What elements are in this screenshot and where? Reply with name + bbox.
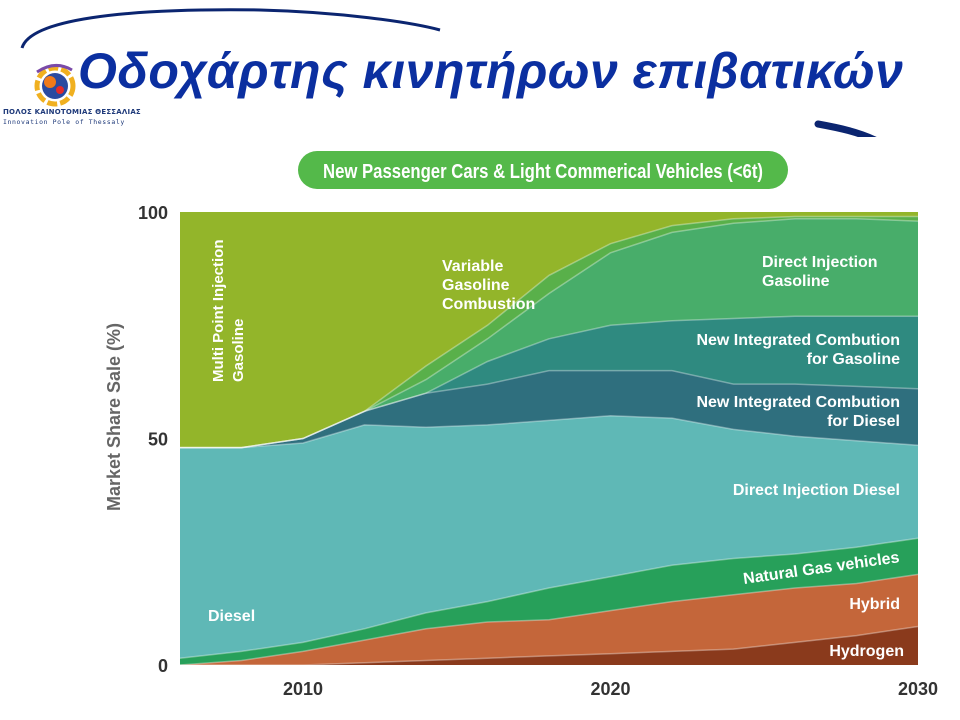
label-diesel: Diesel — [208, 608, 255, 625]
chart-boundaries — [179, 215, 919, 666]
boundary-direct_injection_gasoline — [180, 218, 919, 449]
x-tick-label: 2020 — [590, 679, 630, 699]
label-direct-injection-diesel: Direct Injection Diesel — [733, 482, 900, 499]
boundary-variable_gasoline — [180, 215, 918, 449]
x-tick-label: 2010 — [283, 679, 323, 699]
label-hydrogen: Hydrogen — [829, 643, 904, 660]
chart-title-banner — [298, 151, 788, 189]
label-direct-injection-gasoline: Direct Injection Gasoline — [762, 254, 878, 290]
label-variable-gasoline: Variable Gasoline Combustion — [442, 258, 535, 313]
label-multipoint-gasoline: Multi Point Injection Gasoline — [210, 240, 247, 383]
boundary-hydrogen — [180, 625, 919, 666]
logo-name: ΠΟΛΟΣ ΚΑΙΝΟΤΟΜΙΑΣ ΘΕΣΣΑΛΙΑΣ — [3, 108, 141, 116]
logo-tagline: Innovation Pole of Thessaly — [3, 118, 125, 126]
chart-frame: New Passenger Cars & Light Commerical Ve… — [80, 137, 958, 715]
boundary-natural_gas — [179, 537, 919, 659]
y-tick-label: 50 — [148, 430, 168, 450]
boundary-integrated_diesel — [180, 369, 919, 449]
stacked-area-chart: New Passenger Cars & Light Commerical Ve… — [104, 151, 938, 699]
chart-areas — [180, 212, 918, 666]
area-hybrid — [180, 574, 918, 665]
slide-title: Οδοχάρτης κινητήρων επιβατικών — [78, 43, 904, 99]
y-tick-label: 0 — [158, 656, 168, 676]
boundary-diesel — [180, 415, 919, 449]
label-integrated-diesel: New Integrated Combution for Diesel — [696, 394, 900, 430]
label-hybrid: Hybrid — [849, 596, 900, 613]
y-tick-label: 100 — [138, 203, 168, 223]
logo-icon — [34, 64, 76, 107]
area-hydrogen — [180, 626, 918, 665]
chart-ticks: 0 50 100 2010 2020 2030 — [138, 203, 938, 699]
chart-title: New Passenger Cars & Light Commerical Ve… — [323, 161, 763, 183]
x-tick-label: 2030 — [898, 679, 938, 699]
y-axis-label: Market Share Sale (%) — [104, 323, 124, 511]
boundary-integrated_gasoline — [180, 315, 918, 449]
label-integrated-gasoline: New Integrated Combution for Gasoline — [696, 332, 900, 368]
boundary-hybrid — [179, 573, 919, 666]
